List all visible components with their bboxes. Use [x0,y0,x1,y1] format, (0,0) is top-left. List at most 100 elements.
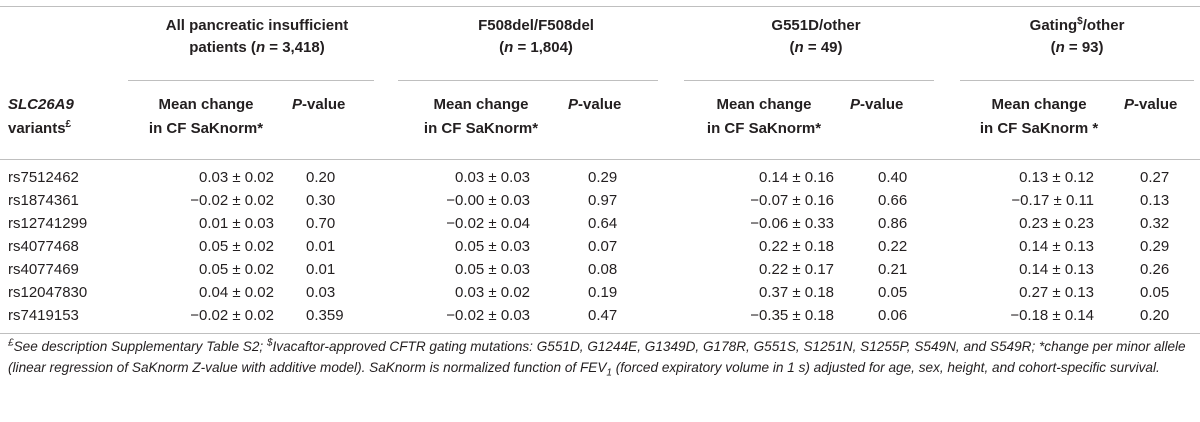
mean-change-cell: 0.27 ± 0.13 [1019,284,1095,301]
group-title: All pancreatic insufficient [165,17,349,34]
table-row: rs7419153 −0.02 ± 0.02 0.359 −0.02 ± 0.03 0.… [0,304,1200,334]
mean-change-cell: 0.05 ± 0.03 [455,238,531,255]
table-row: rs1874361 −0.02 ± 0.02 0.30 −0.00 ± 0.03 0.9… [0,189,1200,212]
pound-superscript: £ [65,119,72,130]
mean-line1: Mean change [716,96,812,113]
table-row: rs4077468 0.05 ± 0.02 0.01 0.05 ± 0.03 0.07 0… [0,235,1200,258]
mean-line1: Mean change [991,96,1087,113]
p-value-cell: 0.30 [306,192,336,209]
variants-header: SLC26A9 variants£ [0,81,120,160]
footnote-text: See description Supplementary Table S2; [13,339,267,354]
variant-id: rs1874361 [8,192,79,209]
pound-superscript: £ [8,337,14,349]
group-header-row: All pancreatic insufficient patients (n … [0,6,1200,82]
group-title: Gating [1029,17,1078,34]
mean-change-cell: −0.18 ± 0.14 [1010,307,1095,324]
mean-change-cell: 0.01 ± 0.03 [199,215,274,232]
mean-change-cell: 0.22 ± 0.18 [759,238,835,255]
mean-line1: Mean change [158,96,254,113]
group-n-prefix: patients ( [189,39,256,56]
mean-change-cell: 0.05 ± 0.02 [199,261,274,278]
mean-change-cell: 0.04 ± 0.02 [199,284,274,301]
gene-name: SLC26A9 [8,96,74,113]
p-value-cell: 0.05 [878,284,908,301]
p-value-cell: 0.08 [588,261,618,278]
variant-id: rs7419153 [8,307,79,324]
mean-change-cell: −0.07 ± 0.16 [750,192,835,209]
variant-id: rs4077468 [8,238,79,255]
mean-change-header: Mean change in CF SaKnorm* [120,81,292,160]
footnote-text: Ivacaftor-approved CFTR gating mutations… [8,339,1186,375]
results-table: All pancreatic insufficient patients (n … [0,6,1200,334]
p-value-cell: 0.32 [1140,215,1170,232]
mean-line2: in CF SaKnorm * [979,120,1099,137]
mean-change-cell: −0.02 ± 0.04 [446,215,531,232]
table-row: rs12047830 0.04 ± 0.02 0.03 0.03 ± 0.02 0.19… [0,281,1200,304]
p-value-cell: 0.22 [878,238,908,255]
table-body: rs7512462 0.03 ± 0.02 0.20 0.03 ± 0.03 0.29 0… [0,160,1200,334]
variant-id: rs12047830 [8,284,88,301]
mean-change-cell: 0.03 ± 0.03 [455,169,531,186]
p-value-cell: 0.07 [588,238,618,255]
mean-change-cell: −0.02 ± 0.03 [446,307,531,324]
group-underline [398,80,659,81]
mean-change-cell: −0.02 ± 0.02 [190,192,274,209]
p-value-cell: 0.29 [1140,238,1170,255]
p-value-header: P-value [568,81,678,160]
p-value-cell: 0.13 [1140,192,1170,209]
group-title: G551D/other [771,17,861,34]
mean-change-header: Mean change in CF SaKnorm * [954,81,1124,160]
p-value-cell: 0.01 [306,261,336,278]
p-italic: P [1124,96,1135,113]
mean-change-header: Mean change in CF SaKnorm* [678,81,850,160]
group-header-all: All pancreatic insufficient patients (n … [120,7,394,81]
variant-id: rs4077469 [8,261,79,278]
p-value-cell: 0.05 [1140,284,1170,301]
mean-change-cell: 0.14 ± 0.13 [1019,238,1095,255]
group-header-gating: Gating$/other (n = 93) [954,7,1200,81]
group-title: F508del/F508del [478,17,594,34]
mean-change-cell: 0.22 ± 0.17 [759,261,835,278]
p-value-cell: 0.03 [306,284,336,301]
fev-subscript: 1 [606,367,612,379]
n-label: n [504,39,514,56]
p-value-header: P-value [1124,81,1200,160]
mean-change-header: Mean change in CF SaKnorm* [394,81,568,160]
mean-change-cell: −0.02 ± 0.02 [190,307,274,324]
p-suffix: -value [302,96,346,113]
mean-change-cell: −0.35 ± 0.18 [750,307,835,324]
column-header-row: SLC26A9 variants£ Mean change in CF SaKno… [0,81,1200,160]
group-n-prefix: ( [499,39,505,56]
table-row: rs4077469 0.05 ± 0.02 0.01 0.05 ± 0.03 0.08 0… [0,258,1200,281]
variant-id: rs12741299 [8,215,88,232]
empty-corner [0,7,120,82]
variant-id: rs7512462 [8,169,79,186]
mean-change-cell: 0.05 ± 0.03 [455,261,531,278]
footnote-text: (forced expiratory volume in 1 s) adjust… [611,360,1160,375]
p-value-cell: 0.86 [878,215,908,232]
p-value-cell: 0.27 [1140,169,1170,186]
n-label: n [794,39,804,56]
p-value-cell: 0.64 [588,215,618,232]
group-n-value: = 49) [803,39,843,56]
group-n-value: = 3,418) [265,39,325,56]
p-value-header: P-value [292,81,394,160]
mean-change-cell: 0.23 ± 0.23 [1019,215,1095,232]
mean-change-cell: 0.37 ± 0.18 [759,284,835,301]
mean-change-cell: 0.03 ± 0.02 [455,284,531,301]
p-value-cell: 0.70 [306,215,336,232]
p-italic: P [850,96,861,113]
mean-change-cell: 0.03 ± 0.02 [199,169,274,186]
p-italic: P [568,96,579,113]
group-n-prefix: ( [789,39,795,56]
p-value-cell: 0.40 [878,169,908,186]
p-value-cell: 0.97 [588,192,618,209]
p-value-cell: 0.01 [306,238,336,255]
p-italic: P [292,96,303,113]
p-suffix: -value [1134,96,1178,113]
n-label: n [255,39,266,56]
p-suffix: -value [860,96,904,113]
p-value-cell: 0.20 [306,169,336,186]
table-row: rs12741299 0.01 ± 0.03 0.70 −0.02 ± 0.04 0.6… [0,212,1200,235]
